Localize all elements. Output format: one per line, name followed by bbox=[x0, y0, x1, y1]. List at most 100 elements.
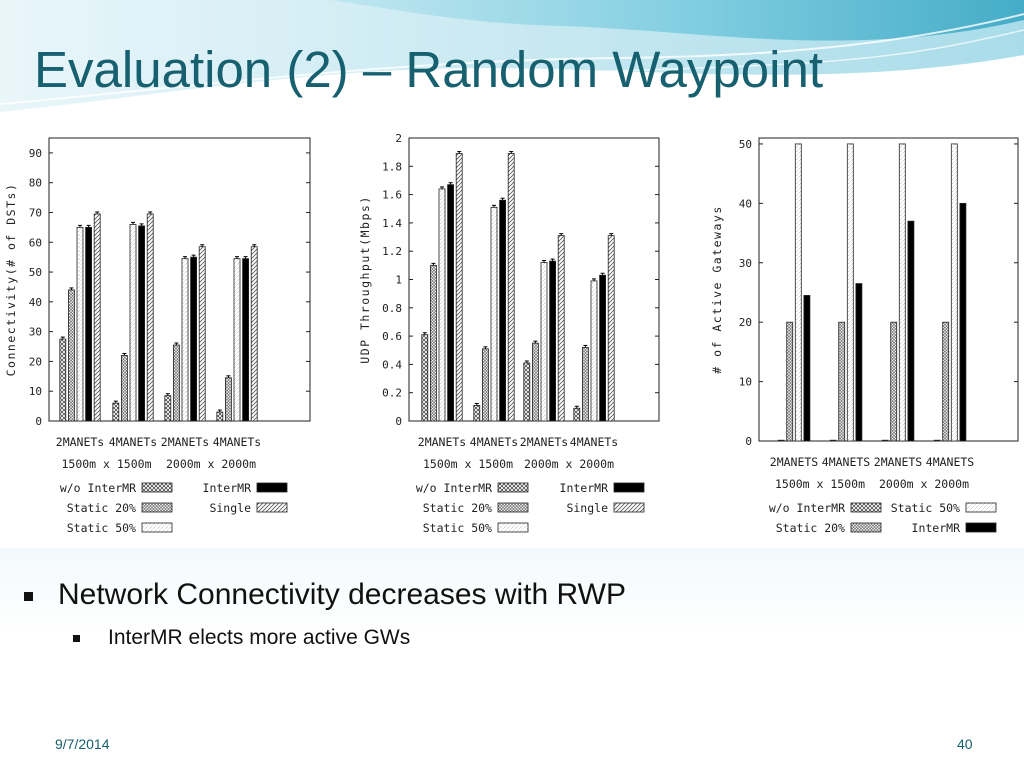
bullet-text: InterMR elects more active GWs bbox=[108, 626, 411, 649]
bullet-item-level1: Network Connectivity decreases with RWP bbox=[20, 578, 626, 612]
bar-static-50 bbox=[438, 188, 446, 422]
bar-static-50 bbox=[540, 262, 548, 422]
legend-swatch-static-50 bbox=[497, 522, 529, 533]
bar-w-o-intermr bbox=[59, 338, 67, 422]
y-tick-label: 20 bbox=[29, 355, 42, 368]
y-tick-label: 70 bbox=[29, 206, 42, 219]
y-tick-label: 0 bbox=[745, 435, 752, 448]
bar-static-20 bbox=[786, 321, 794, 442]
y-tick-label: 0.2 bbox=[382, 387, 402, 400]
legend-swatch-static-20 bbox=[497, 502, 529, 513]
bar-static-20 bbox=[224, 377, 232, 422]
legend-swatch-intermr bbox=[613, 482, 645, 493]
chart-svg: 0 10 20 30 40 50 60 70 80 90 Connectivity(# of DST… bbox=[4, 137, 311, 535]
legend-swatch-single bbox=[256, 502, 288, 513]
bar-static-20 bbox=[942, 321, 950, 442]
bar-static-20 bbox=[121, 355, 128, 422]
bar-w-o-intermr bbox=[777, 439, 785, 442]
y-tick-label: 50 bbox=[29, 266, 42, 279]
bar-static-20 bbox=[838, 321, 846, 442]
x-group-label: 2000m x 2000m bbox=[166, 457, 256, 471]
bar-single bbox=[146, 213, 154, 422]
bar-static-20 bbox=[172, 344, 180, 422]
y-tick-label: 80 bbox=[29, 177, 42, 190]
x-category-label: 4MANETS bbox=[822, 455, 871, 469]
bar-static-50 bbox=[181, 258, 189, 422]
x-group-label: 1500m x 1500m bbox=[423, 457, 513, 471]
bar-static-50 bbox=[490, 206, 498, 422]
bar-static-50 bbox=[794, 143, 802, 442]
legend-swatch-single bbox=[613, 502, 645, 513]
x-category-label: 2MANETs bbox=[56, 435, 104, 449]
y-axis-label: # of Active Gateways bbox=[710, 205, 724, 373]
y-tick-label: 1.2 bbox=[382, 245, 402, 258]
bullet-list: Network Connectivity decreases with RWP … bbox=[20, 578, 626, 650]
bar-static-20 bbox=[482, 348, 489, 422]
legend-swatch-w-o-intermr bbox=[497, 482, 529, 493]
bar-w-o-intermr bbox=[473, 405, 481, 422]
y-tick-label: 1.6 bbox=[382, 189, 402, 202]
y-axis-label: UDP Throughput(Mbps) bbox=[358, 195, 372, 363]
bar-single bbox=[250, 246, 258, 422]
y-tick-label: 50 bbox=[739, 138, 752, 151]
legend-label: Static 50% bbox=[67, 521, 136, 535]
bar-static-50 bbox=[898, 143, 906, 442]
header-wave-front bbox=[330, 0, 1024, 41]
y-tick-label: 40 bbox=[29, 296, 42, 309]
y-tick-label: 0 bbox=[35, 415, 42, 428]
legend-label: InterMR bbox=[203, 481, 252, 495]
bar-w-o-intermr bbox=[573, 407, 581, 422]
x-group-label: 2000m x 2000m bbox=[524, 457, 614, 471]
bar-single bbox=[93, 213, 101, 422]
bar-static-20 bbox=[581, 347, 589, 422]
header-wave-line-2 bbox=[199, 29, 1024, 101]
legend-swatch-w-o-intermr bbox=[850, 502, 882, 513]
chart-active-gateways: 0 10 20 30 40 50 # of Active Gateways 2MANETS 4M… bbox=[708, 128, 1019, 548]
x-category-label: 4MANETs bbox=[470, 435, 518, 449]
legend-label: Static 50% bbox=[423, 521, 492, 535]
y-tick-label: 10 bbox=[739, 376, 752, 389]
legend-swatch-intermr bbox=[965, 522, 997, 533]
y-tick-label: 40 bbox=[739, 197, 752, 210]
bullet-square-icon bbox=[24, 592, 33, 601]
chart-udp-throughput: 0 0.2 0.4 0.6 0.8 1 1.2 1.4 1.6 1.8 2 UDP Throughpu… bbox=[356, 128, 666, 548]
bar-intermr bbox=[803, 295, 811, 442]
bar-intermr bbox=[85, 226, 92, 422]
bullet-item-level2: InterMR elects more active GWs bbox=[20, 626, 626, 650]
bar-intermr bbox=[855, 283, 863, 442]
y-tick-label: 2 bbox=[395, 132, 402, 145]
bar-static-50 bbox=[233, 258, 241, 422]
y-tick-label: 90 bbox=[29, 147, 42, 160]
y-tick-label: 1 bbox=[395, 274, 402, 287]
bar-w-o-intermr bbox=[523, 362, 531, 422]
legend-label: w/o InterMR bbox=[60, 481, 136, 495]
header-wave-line bbox=[0, 13, 1024, 105]
bar-static-50 bbox=[950, 143, 958, 442]
y-tick-label: 0.4 bbox=[382, 358, 402, 371]
bar-static-50 bbox=[76, 226, 84, 422]
x-group-label: 2000m x 2000m bbox=[879, 477, 969, 491]
content-background bbox=[0, 548, 1024, 768]
bar-w-o-intermr bbox=[933, 439, 941, 442]
legend-label: w/o InterMR bbox=[416, 481, 492, 495]
x-group-label: 1500m x 1500m bbox=[775, 477, 865, 491]
bar-w-o-intermr bbox=[421, 334, 429, 422]
bar-w-o-intermr bbox=[216, 411, 224, 422]
slide-title: Evaluation (2) – Random Waypoint bbox=[34, 41, 824, 98]
legend-label: InterMR bbox=[560, 481, 609, 495]
legend-label: w/o InterMR bbox=[769, 501, 845, 515]
bar-static-50 bbox=[590, 280, 598, 422]
bar-single bbox=[455, 153, 463, 422]
bar-intermr bbox=[549, 260, 557, 422]
y-tick-label: 1.4 bbox=[382, 217, 402, 230]
bar-static-20 bbox=[531, 342, 539, 422]
x-category-label: 2MANETs bbox=[520, 435, 568, 449]
bar-intermr bbox=[447, 184, 454, 422]
legend-swatch-static-50 bbox=[965, 502, 997, 513]
bar-static-20 bbox=[430, 264, 437, 422]
x-category-label: 4MANETs bbox=[213, 435, 261, 449]
bar-w-o-intermr bbox=[881, 439, 889, 442]
bullet-text: Network Connectivity decreases with RWP bbox=[58, 578, 626, 611]
bar-w-o-intermr bbox=[112, 402, 120, 422]
